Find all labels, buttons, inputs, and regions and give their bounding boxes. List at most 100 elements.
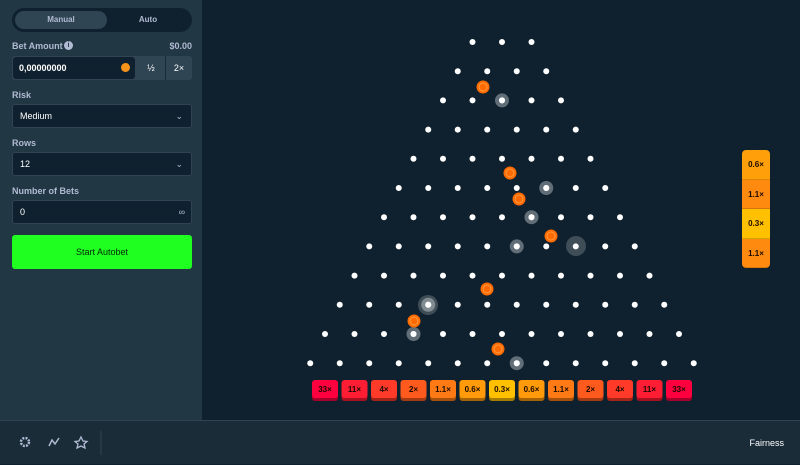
risk-label: Risk — [12, 90, 32, 100]
peg — [454, 360, 461, 367]
peg — [454, 68, 461, 75]
peg — [558, 272, 564, 279]
peg — [543, 301, 550, 308]
bucket — [312, 380, 338, 398]
bet-input-group: 0,00000000 ½ 2× — [12, 56, 192, 80]
bucket-label: 0.6× — [524, 385, 540, 394]
peg — [469, 155, 476, 162]
settings-icon[interactable] — [19, 436, 31, 448]
history-item: 1.1× — [742, 179, 770, 209]
peg — [425, 301, 432, 308]
peg — [543, 68, 550, 75]
peg — [484, 68, 491, 75]
peg — [690, 360, 697, 367]
bet-usd: $0.00 — [169, 41, 192, 51]
plinko-board: 33× 11× 4× 2× 1.1× 0.6× 0.3× 0.6× 1.1× 2× 4× 11× 33× — [307, 39, 697, 401]
peg — [395, 301, 402, 308]
ball-ring — [546, 231, 556, 241]
bucket — [607, 380, 633, 398]
peg — [617, 272, 623, 279]
ball — [407, 314, 421, 328]
peg — [425, 185, 432, 191]
peg — [587, 272, 594, 279]
bucket-label: 33× — [318, 385, 332, 394]
peg — [513, 301, 520, 308]
bets-label: Number of Bets — [12, 186, 80, 196]
bucket-label: 4× — [615, 385, 624, 394]
ball — [512, 192, 526, 206]
start-button[interactable]: Start Autobet — [12, 235, 192, 269]
favorite-icon[interactable] — [73, 435, 89, 450]
peg — [410, 155, 417, 162]
peg — [366, 301, 373, 308]
sidebar: Manual Auto Bet Amount i $0.00 0,0000000… — [0, 0, 202, 420]
bucket-label: 0.3× — [494, 385, 510, 394]
peg — [410, 214, 417, 221]
peg — [307, 360, 314, 367]
risk-select[interactable]: Medium ⌄ — [12, 104, 192, 128]
history-item: 0.3× — [742, 209, 770, 239]
peg — [410, 331, 417, 337]
half-button[interactable]: ½ — [147, 63, 155, 73]
peg — [631, 301, 638, 308]
rows-value: 12 — [20, 159, 31, 169]
info-icon[interactable]: i — [64, 41, 73, 50]
double-button[interactable]: 2× — [165, 56, 192, 80]
peg — [631, 243, 638, 250]
peg — [381, 272, 387, 279]
bets-input[interactable]: 0 ∞ — [12, 200, 192, 224]
peg — [440, 97, 446, 104]
peg — [499, 39, 505, 45]
tab-auto[interactable]: Auto — [138, 15, 158, 24]
peg — [395, 185, 402, 191]
bucket — [430, 380, 456, 398]
peg — [484, 185, 491, 191]
bucket-label: 33× — [672, 385, 686, 394]
ball-ring — [478, 82, 488, 92]
stats-icon[interactable] — [48, 437, 60, 447]
peg — [661, 301, 668, 308]
rows-label: Rows — [12, 138, 37, 148]
peg — [528, 214, 535, 221]
peg — [587, 155, 594, 162]
bucket-label: 2× — [586, 385, 595, 394]
peg — [558, 214, 564, 221]
bets-value: 0 — [20, 207, 26, 217]
peg — [617, 331, 623, 337]
peg — [646, 272, 653, 279]
ball — [503, 166, 517, 180]
ball-ring — [514, 194, 524, 204]
peg — [425, 360, 432, 367]
peg — [336, 360, 343, 367]
peg — [676, 331, 682, 337]
bucket-label: 2× — [409, 385, 418, 394]
fairness-link[interactable]: Fairness — [749, 438, 784, 448]
peg — [558, 155, 564, 162]
peg — [499, 331, 505, 337]
peg — [440, 331, 446, 337]
peg — [484, 301, 491, 308]
peg — [395, 243, 402, 250]
peg — [513, 126, 520, 133]
peg — [366, 243, 373, 250]
chevron: ⌄ — [175, 159, 183, 169]
tab-manual[interactable]: Manual — [15, 11, 107, 29]
bucket-label: 1.1× — [553, 385, 569, 394]
bucket — [636, 380, 663, 398]
peg — [661, 360, 668, 367]
bet-input[interactable]: 0,00000000 — [13, 57, 135, 79]
peg — [587, 214, 594, 221]
ball-ring — [482, 284, 492, 294]
peg-glow — [566, 236, 586, 256]
ball-ring — [493, 344, 503, 354]
peg — [336, 301, 343, 308]
bucket — [489, 380, 515, 398]
rows-select[interactable]: 12 ⌄ — [12, 152, 192, 176]
peg — [440, 272, 446, 279]
peg — [558, 97, 564, 104]
peg — [528, 155, 535, 162]
peg — [499, 97, 505, 104]
history: 0.6× 1.1× 0.3× 1.1× — [742, 150, 770, 268]
peg — [602, 301, 609, 308]
